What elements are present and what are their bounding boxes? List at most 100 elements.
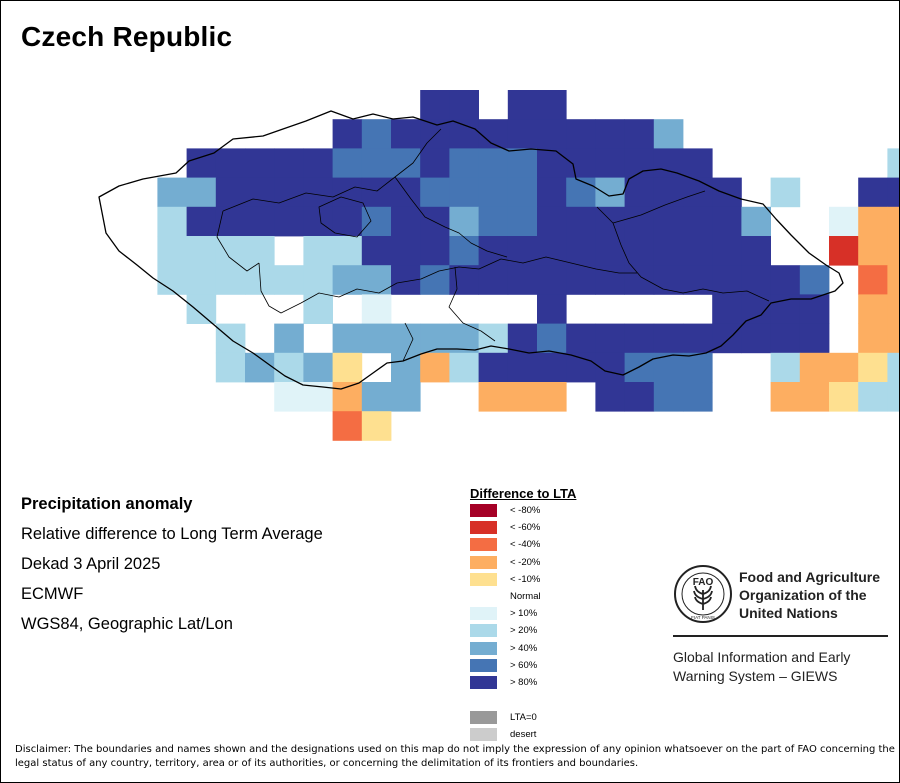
legend-label: > 40% [510, 642, 538, 654]
grid-cell [537, 148, 567, 178]
grid-cell [858, 265, 888, 295]
grid-cell [653, 206, 684, 237]
grid-cell [770, 323, 801, 354]
grid-cell [829, 206, 859, 237]
grid-cell [449, 323, 479, 354]
legend-swatch [470, 538, 497, 552]
grid-cell [186, 148, 217, 178]
grid-cell [595, 148, 625, 178]
region-border-line [222, 128, 442, 212]
grid-cell [215, 352, 246, 383]
legend-label: LTA=0 [510, 712, 537, 724]
grid-cell [332, 411, 363, 441]
region-border-line [448, 266, 496, 342]
grid-cell [361, 119, 392, 149]
grid-cell [537, 265, 567, 295]
grid-cell [537, 352, 567, 383]
grid-cell [566, 236, 596, 266]
grid-cell [274, 206, 304, 237]
grid-cell [537, 382, 567, 412]
grid-cell [507, 352, 538, 383]
grid-cell [683, 352, 713, 383]
legend-swatch [470, 555, 497, 569]
grid-cell [391, 206, 421, 237]
grid-cell [361, 411, 392, 441]
grid-cell [537, 294, 567, 324]
grid-cell [741, 323, 771, 354]
grid-cell [332, 177, 363, 208]
grid-cell [391, 352, 421, 383]
grid-cell [507, 206, 538, 237]
grid-cell [478, 206, 509, 237]
giews-name: Global Information and Early Warning Sys… [673, 648, 850, 686]
fao-name: Food and Agriculture Organization of the… [739, 568, 880, 622]
grid-cell [332, 148, 363, 178]
grid-cell [478, 265, 509, 295]
grid-cell [566, 148, 596, 178]
grid-cell [303, 352, 333, 383]
grid-cell [391, 148, 421, 178]
legend-swatch [470, 607, 497, 621]
disclaimer: Disclaimer: The boundaries and names sho… [15, 744, 895, 769]
grid-cell [887, 294, 899, 324]
anomaly-grid [157, 90, 899, 441]
grid-cell [303, 148, 333, 178]
legend-label: < -20% [510, 556, 541, 568]
grid-cell [245, 206, 275, 237]
grid-cell [858, 382, 888, 412]
grid-cell [653, 352, 684, 383]
grid-cell [624, 177, 655, 208]
grid-cell [537, 90, 567, 120]
grid-cell [624, 323, 655, 354]
grid-cell [712, 294, 742, 324]
grid-cell [157, 236, 187, 266]
grid-cell [274, 265, 304, 295]
grid-cell [157, 206, 187, 237]
legend-label: < -10% [510, 573, 541, 585]
grid-cell [624, 265, 655, 295]
grid-cell [332, 352, 363, 383]
fao-name-line: Food and Agriculture [739, 569, 881, 585]
grid-cell [887, 148, 899, 178]
grid-cell [858, 352, 888, 383]
grid-cell [887, 236, 899, 266]
grid-cell [799, 265, 830, 295]
grid-cell [332, 206, 363, 237]
grid-cell [712, 177, 742, 208]
grid-cell [420, 177, 450, 208]
grid-cell [274, 382, 304, 412]
grid-cell [303, 206, 333, 237]
grid-cell [770, 177, 801, 208]
grid-cell [303, 265, 333, 295]
grid-cell [887, 265, 899, 295]
grid-cell [478, 352, 509, 383]
grid-cell [420, 148, 450, 178]
grid-cell [274, 177, 304, 208]
grid-cell [887, 323, 899, 354]
description-label: Relative difference to Long Term Average [21, 525, 323, 543]
grid-cell [332, 119, 363, 149]
grid-cell [653, 177, 684, 208]
grid-cell [332, 323, 363, 354]
legend-swatch [470, 572, 497, 586]
grid-cell [566, 323, 596, 354]
legend-swatch [470, 658, 497, 672]
grid-cell [361, 177, 392, 208]
projection-label: WGS84, Geographic Lat/Lon [21, 615, 233, 633]
grid-cell [829, 352, 859, 383]
grid-cell [566, 206, 596, 237]
grid-cell [858, 177, 888, 208]
grid-cell [361, 236, 392, 266]
legend-swatch [470, 728, 497, 742]
grid-cell [712, 265, 742, 295]
legend-label: > 20% [510, 625, 538, 637]
grid-cell [215, 265, 246, 295]
grid-cell [741, 265, 771, 295]
grid-cell [653, 323, 684, 354]
grid-cell [653, 236, 684, 266]
grid-cell [595, 119, 625, 149]
grid-cell [478, 236, 509, 266]
grid-cell [332, 265, 363, 295]
